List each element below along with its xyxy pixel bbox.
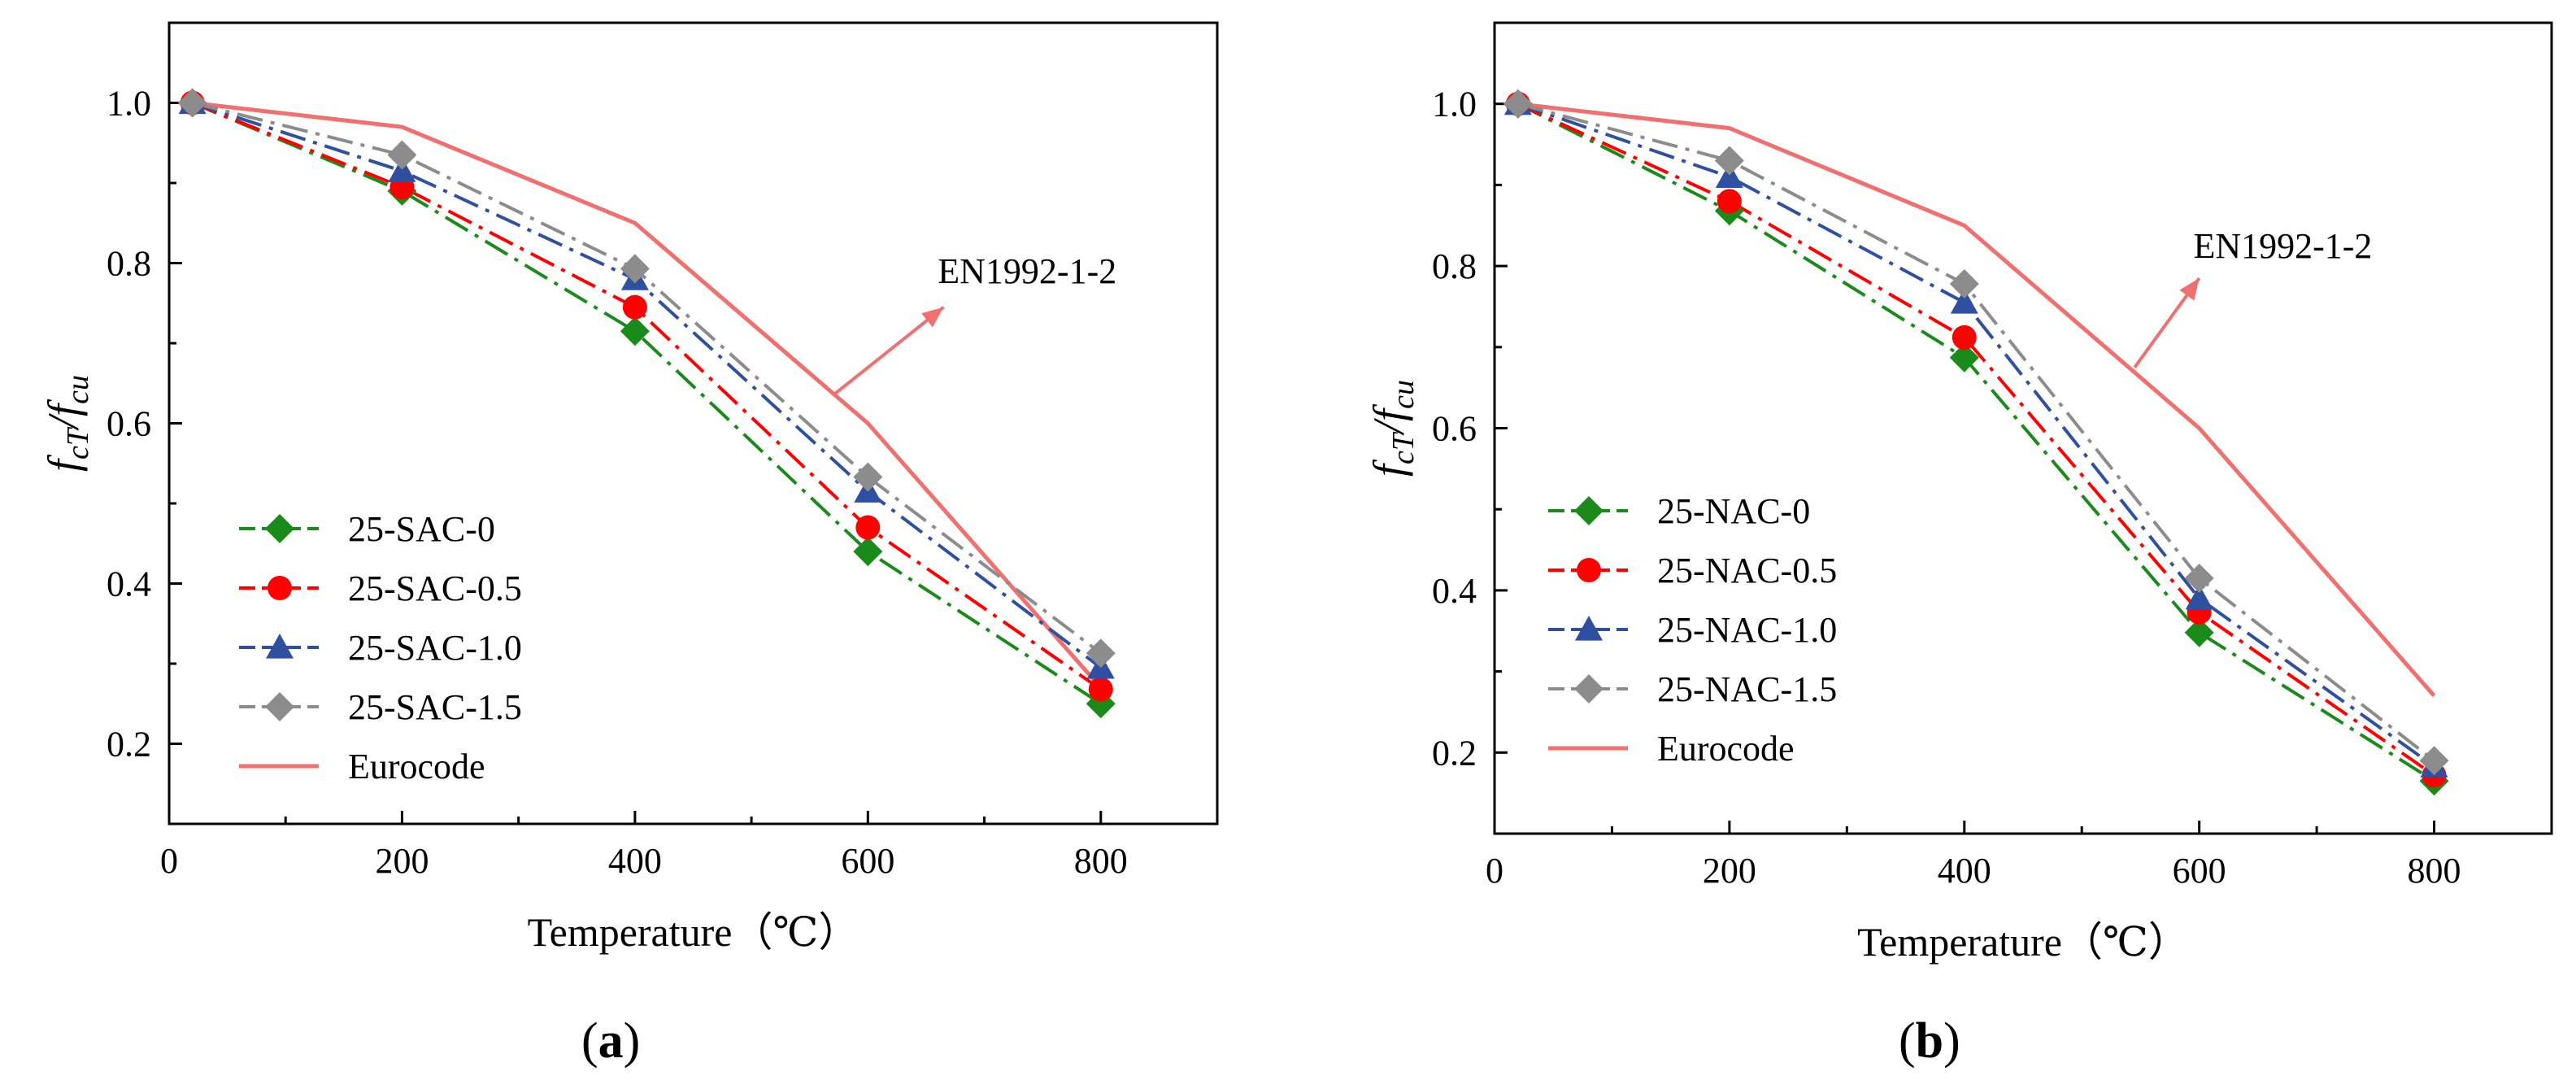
x-tick-label: 200 bbox=[375, 841, 429, 881]
data-point-25-SAC-1.5 bbox=[177, 88, 207, 118]
x-tick-label: 600 bbox=[2173, 851, 2226, 891]
data-point-25-NAC-0 bbox=[2184, 617, 2214, 647]
data-point-25-NAC-1.0 bbox=[2185, 584, 2213, 610]
y-tick-label: 0.8 bbox=[1432, 246, 1477, 286]
legend-swatch-marker bbox=[265, 514, 294, 543]
series-line-25-SAC-0 bbox=[191, 101, 1102, 705]
annotation-arrow-line bbox=[832, 306, 945, 397]
legend-entry-label: Eurocode bbox=[348, 747, 485, 786]
legend-entry-label: 25-SAC-0 bbox=[348, 509, 495, 549]
y-axis-label-slash: / bbox=[39, 412, 88, 431]
plot-frame bbox=[168, 21, 1219, 825]
y-tick-label: 0.6 bbox=[107, 404, 151, 444]
y-axis-label: fcT/fcu bbox=[1364, 380, 1421, 477]
y-tick-label: 0.2 bbox=[107, 725, 151, 764]
data-point-25-SAC-0 bbox=[853, 537, 883, 567]
data-point-25-SAC-1.5 bbox=[853, 462, 883, 492]
y-tick-label: 0.8 bbox=[107, 244, 151, 284]
legend-entry-label: 25-NAC-1.5 bbox=[1657, 669, 1837, 709]
y-axis-label-sub2: cu bbox=[1386, 380, 1421, 409]
series-line-25-NAC-1.5 bbox=[1517, 102, 2435, 762]
annotation-label: EN1992-1-2 bbox=[2193, 226, 2372, 266]
data-point-25-SAC-1.5 bbox=[387, 140, 417, 170]
legend-swatch-marker bbox=[268, 576, 292, 600]
y-tick-label: 0.6 bbox=[1432, 409, 1477, 449]
legend-entry-label: 25-SAC-1.0 bbox=[348, 628, 522, 668]
y-axis-label: fcT/fcu bbox=[39, 375, 95, 472]
y-tick-label: 0.2 bbox=[1432, 733, 1477, 773]
y-axis-label-sub1: cT bbox=[1386, 431, 1421, 464]
x-axis-label: Temperature（℃） bbox=[528, 909, 859, 955]
series-line-25-NAC-1.0 bbox=[1517, 102, 2435, 768]
legend-swatch-marker bbox=[1577, 558, 1601, 582]
data-point-25-SAC-0 bbox=[620, 316, 650, 346]
data-point-25-SAC-1.5 bbox=[620, 254, 650, 284]
annotation-arrowhead bbox=[921, 307, 944, 328]
legend-entry-label: 25-SAC-1.5 bbox=[348, 687, 522, 727]
legend-entry-label: Eurocode bbox=[1657, 729, 1795, 769]
y-tick-label: 1.0 bbox=[1432, 85, 1477, 124]
panel-label-b: (b) bbox=[1899, 1013, 1960, 1069]
data-point-25-NAC-1.5 bbox=[1949, 269, 1979, 299]
data-point-25-SAC-0.5 bbox=[855, 515, 881, 540]
y-axis-label-slash: / bbox=[1364, 417, 1413, 436]
legend-swatch-marker bbox=[1574, 496, 1603, 525]
legend-swatch-marker bbox=[265, 692, 294, 721]
legend-entry-label: 25-NAC-0 bbox=[1657, 491, 1810, 531]
legend-swatch-marker bbox=[266, 634, 294, 659]
data-point-25-NAC-1.5 bbox=[1503, 89, 1533, 119]
x-tick-label: 200 bbox=[1703, 851, 1756, 891]
data-point-25-SAC-0.5 bbox=[1088, 677, 1113, 702]
data-point-25-NAC-0 bbox=[1949, 342, 1979, 372]
data-point-25-SAC-1.5 bbox=[1086, 638, 1116, 669]
data-point-25-NAC-1.0 bbox=[1950, 288, 1978, 314]
y-axis-label-sub1: cT bbox=[61, 426, 95, 460]
y-tick-label: 0.4 bbox=[107, 564, 151, 604]
annotation-arrowhead bbox=[2179, 278, 2200, 301]
data-point-25-NAC-1.5 bbox=[2419, 746, 2449, 776]
x-tick-label: 0 bbox=[1486, 851, 1503, 891]
legend-entry-label: 25-SAC-0.5 bbox=[348, 568, 522, 608]
series-line-25-SAC-0.5 bbox=[191, 101, 1102, 691]
legend-entry-label: 25-NAC-0.5 bbox=[1657, 551, 1837, 590]
data-point-25-NAC-1.5 bbox=[2184, 563, 2214, 593]
y-tick-label: 0.4 bbox=[1432, 571, 1477, 611]
legend-entry-label: 25-NAC-1.0 bbox=[1657, 610, 1837, 650]
series-line-25-NAC-0.5 bbox=[1517, 102, 2435, 777]
data-point-25-NAC-1.0 bbox=[1715, 163, 1743, 189]
y-axis-label-sub2: cu bbox=[61, 375, 95, 404]
x-tick-label: 400 bbox=[608, 841, 662, 881]
x-tick-label: 0 bbox=[160, 841, 178, 881]
series-line-25-SAC-1.0 bbox=[192, 101, 1102, 669]
data-point-25-NAC-0.5 bbox=[1717, 189, 1742, 214]
data-point-25-NAC-1.5 bbox=[1714, 146, 1744, 176]
legend-swatch-marker bbox=[1575, 616, 1603, 641]
legend-swatch-marker bbox=[1574, 674, 1603, 703]
data-point-25-SAC-0.5 bbox=[622, 294, 647, 320]
y-tick-label: 1.0 bbox=[107, 84, 151, 124]
chart-panel-b: 0 200 400 600 800 0.2 0.4 0.6 0.8 1.0 Temperature（… bbox=[1364, 21, 2553, 965]
x-axis-label: Temperature（℃） bbox=[1857, 919, 2189, 965]
x-tick-label: 600 bbox=[841, 841, 894, 881]
x-tick-label: 400 bbox=[1938, 851, 1991, 891]
panel-label-a: (a) bbox=[581, 1013, 641, 1069]
eurocode-line bbox=[1517, 102, 2436, 698]
x-tick-label: 800 bbox=[2408, 851, 2461, 891]
annotation-label: EN1992-1-2 bbox=[938, 251, 1116, 291]
chart-panel-a: 0 200 400 600 800 0.2 0.4 0.6 0.8 1.0 Temperature（… bbox=[39, 21, 1219, 955]
data-point-25-NAC-0.5 bbox=[1952, 325, 1977, 350]
x-tick-label: 800 bbox=[1074, 841, 1128, 881]
eurocode-line bbox=[192, 101, 1103, 690]
series-line-25-SAC-1.5 bbox=[192, 101, 1102, 655]
